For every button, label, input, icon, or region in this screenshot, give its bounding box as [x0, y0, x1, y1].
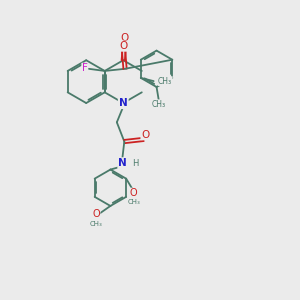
Text: N: N [119, 98, 128, 108]
Text: F: F [82, 63, 88, 73]
Text: CH₃: CH₃ [128, 199, 140, 205]
Text: CH₃: CH₃ [90, 221, 103, 227]
Text: CH₃: CH₃ [158, 76, 172, 85]
Text: N: N [118, 158, 127, 168]
Text: O: O [121, 33, 129, 43]
Text: O: O [130, 188, 138, 198]
Text: O: O [119, 41, 128, 51]
Text: H: H [133, 159, 139, 168]
Text: CH₃: CH₃ [152, 100, 166, 109]
Text: O: O [141, 130, 149, 140]
Text: O: O [92, 209, 100, 219]
